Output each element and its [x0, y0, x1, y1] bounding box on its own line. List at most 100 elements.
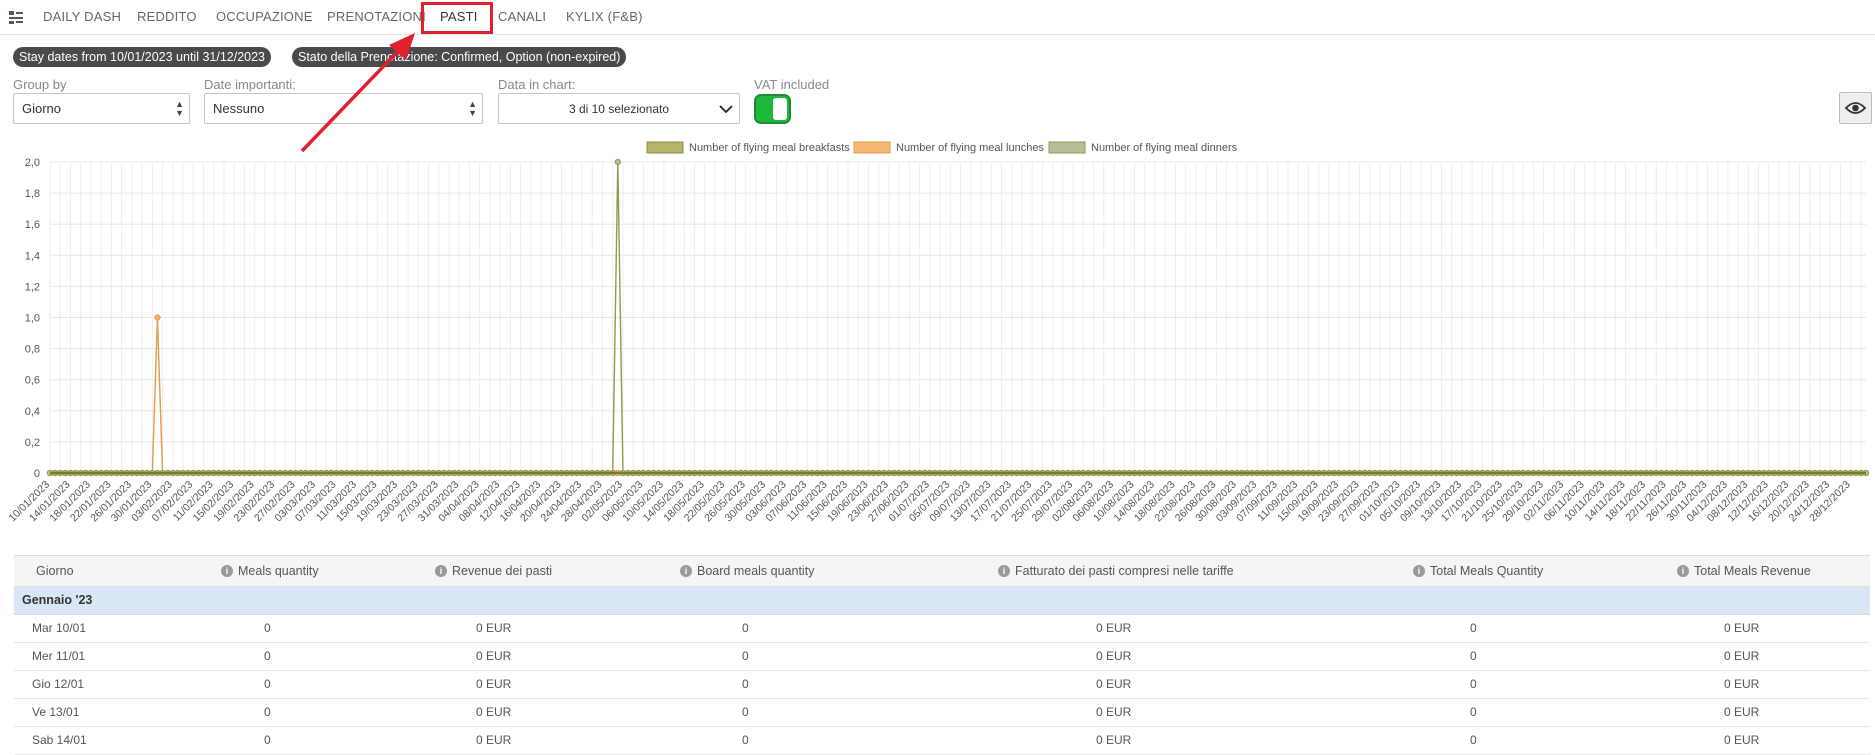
row-value-cell: 0 [264, 649, 271, 663]
series-line [50, 317, 1866, 474]
data-in-chart-value: 3 di 10 selezionato [568, 102, 670, 116]
column-header-meals-revenue[interactable]: i Revenue dei pasti [435, 556, 552, 586]
row-value-cell: 0 EUR [1724, 621, 1760, 635]
tab-occupazione[interactable]: OCCUPAZIONE [216, 9, 313, 24]
row-value-cell: 0 EUR [1096, 677, 1132, 691]
tab-kylix[interactable]: KYLIX (F&B) [566, 9, 643, 24]
legend-swatch[interactable] [1048, 141, 1086, 154]
y-tick-label: 2,0 [25, 157, 40, 169]
data-in-chart-label: Data in chart: [498, 77, 576, 92]
data-in-chart-select[interactable]: 3 di 10 selezionato [498, 93, 740, 124]
info-icon[interactable]: i [1677, 565, 1689, 577]
y-tick-label: 0,8 [25, 344, 40, 356]
toggle-knob [773, 98, 787, 120]
data-point[interactable] [154, 314, 161, 321]
row-value-cell: 0 [1470, 649, 1477, 663]
row-value-cell: 0 [742, 621, 749, 635]
visibility-toggle-button[interactable] [1839, 92, 1872, 124]
important-dates-value: Nessuno [213, 101, 265, 116]
info-icon[interactable]: i [998, 565, 1010, 577]
row-day-cell: Ve 13/01 [32, 705, 80, 719]
row-day-cell: Sab 14/01 [32, 733, 87, 747]
important-dates-label: Date importanti: [204, 77, 296, 92]
column-header-total-meals-quantity[interactable]: i Total Meals Quantity [1413, 556, 1543, 586]
tab-pasti[interactable]: PASTI [440, 9, 478, 24]
column-header-total-meals-revenue[interactable]: i Total Meals Revenue [1677, 556, 1811, 586]
active-tab-highlight [421, 2, 493, 34]
table-body: Mar 10/01 0 0 EUR 0 0 EUR 0 0 EUR Mer 11/01 0 0 E… [14, 615, 1870, 755]
table-row[interactable]: Sab 14/01 0 0 EUR 0 0 EUR 0 0 EUR [14, 727, 1870, 755]
row-value-cell: 0 [1470, 705, 1477, 719]
row-value-cell: 0 EUR [1096, 705, 1132, 719]
table-row[interactable]: Ve 13/01 0 0 EUR 0 0 EUR 0 0 EUR [14, 699, 1870, 727]
data-point[interactable] [614, 158, 621, 166]
row-value-cell: 0 EUR [1096, 621, 1132, 635]
booking-status-filter-badge[interactable]: Stato della Prenotazione: Confirmed, Opt… [292, 47, 627, 67]
row-value-cell: 0 [742, 705, 749, 719]
tab-canali[interactable]: CANALI [498, 9, 547, 24]
tab-daily-dash[interactable]: DAILY DASH [43, 9, 122, 24]
y-tick-label: 1,8 [25, 188, 40, 200]
row-value-cell: 0 [1470, 677, 1477, 691]
y-tick-label: 0 [34, 468, 40, 480]
legend-label[interactable]: Number of flying meal breakfasts [689, 142, 850, 154]
table-row[interactable]: Mar 10/01 0 0 EUR 0 0 EUR 0 0 EUR [14, 615, 1870, 643]
row-value-cell: 0 EUR [476, 621, 512, 635]
row-value-cell: 0 EUR [1096, 733, 1132, 747]
row-value-cell: 0 [1470, 621, 1477, 635]
legend-swatch[interactable] [646, 141, 684, 154]
info-icon[interactable]: i [221, 565, 233, 577]
column-header-day[interactable]: Giorno [36, 564, 74, 578]
row-value-cell: 0 [742, 677, 749, 691]
column-header-board-meals-quantity[interactable]: i Board meals quantity [680, 556, 814, 586]
important-dates-select[interactable]: Nessuno ▲ ▼ [204, 93, 483, 124]
y-tick-label: 0,6 [25, 375, 40, 387]
column-header-meals-quantity[interactable]: i Meals quantity [221, 556, 319, 586]
meals-table: Giorno i Meals quantity i Revenue dei past… [14, 555, 1870, 755]
row-value-cell: 0 [264, 705, 271, 719]
row-day-cell: Mer 11/01 [32, 649, 86, 663]
group-by-value: Giorno [22, 101, 62, 116]
row-value-cell: 0 [742, 733, 749, 747]
info-icon[interactable]: i [435, 565, 447, 577]
row-day-cell: Mar 10/01 [32, 621, 87, 635]
group-by-label: Group by [13, 77, 67, 92]
vat-included-toggle[interactable] [754, 94, 791, 124]
select-arrows-icon: ▲ ▼ [468, 99, 477, 118]
table-row[interactable]: Gio 12/01 0 0 EUR 0 0 EUR 0 0 EUR [14, 671, 1870, 699]
row-value-cell: 0 [1470, 733, 1477, 747]
legend-label[interactable]: Number of flying meal lunches [896, 142, 1044, 154]
tab-reddito[interactable]: REDDITO [137, 9, 197, 24]
legend-swatch[interactable] [853, 141, 891, 154]
row-value-cell: 0 [264, 677, 271, 691]
month-group-row[interactable]: Gennaio '23 [14, 587, 1870, 615]
row-value-cell: 0 EUR [1724, 733, 1760, 747]
chevron-down-icon [719, 105, 733, 114]
y-tick-label: 0,2 [25, 437, 40, 449]
table-header: Giorno i Meals quantity i Revenue dei past… [14, 556, 1870, 587]
row-value-cell: 0 [264, 621, 271, 635]
info-icon[interactable]: i [1413, 565, 1425, 577]
eye-icon [1844, 102, 1867, 114]
row-value-cell: 0 EUR [1724, 705, 1760, 719]
tab-prenotazioni[interactable]: PRENOTAZIONI [327, 9, 426, 24]
y-tick-label: 0,4 [25, 406, 40, 418]
group-by-select[interactable]: Giorno ▲ ▼ [13, 93, 190, 124]
row-value-cell: 0 EUR [1724, 649, 1760, 663]
y-tick-label: 1,6 [25, 219, 40, 231]
row-value-cell: 0 EUR [1096, 649, 1132, 663]
column-header-included-meals-revenue[interactable]: i Fatturato dei pasti compresi nelle tari… [998, 556, 1234, 586]
info-icon[interactable]: i [680, 565, 692, 577]
row-value-cell: 0 EUR [476, 677, 512, 691]
menu-icon[interactable] [8, 9, 24, 25]
row-value-cell: 0 EUR [476, 733, 512, 747]
select-arrows-icon: ▲ ▼ [175, 99, 184, 118]
row-value-cell: 0 [264, 733, 271, 747]
y-tick-label: 1,2 [25, 281, 40, 293]
y-tick-label: 1,0 [25, 313, 40, 325]
legend-label[interactable]: Number of flying meal dinners [1091, 142, 1238, 154]
stay-dates-filter-badge[interactable]: Stay dates from 10/01/2023 until 31/12/2… [13, 47, 272, 67]
row-day-cell: Gio 12/01 [32, 677, 85, 691]
table-row[interactable]: Mer 11/01 0 0 EUR 0 0 EUR 0 0 EUR [14, 643, 1870, 671]
row-value-cell: 0 EUR [1724, 677, 1760, 691]
